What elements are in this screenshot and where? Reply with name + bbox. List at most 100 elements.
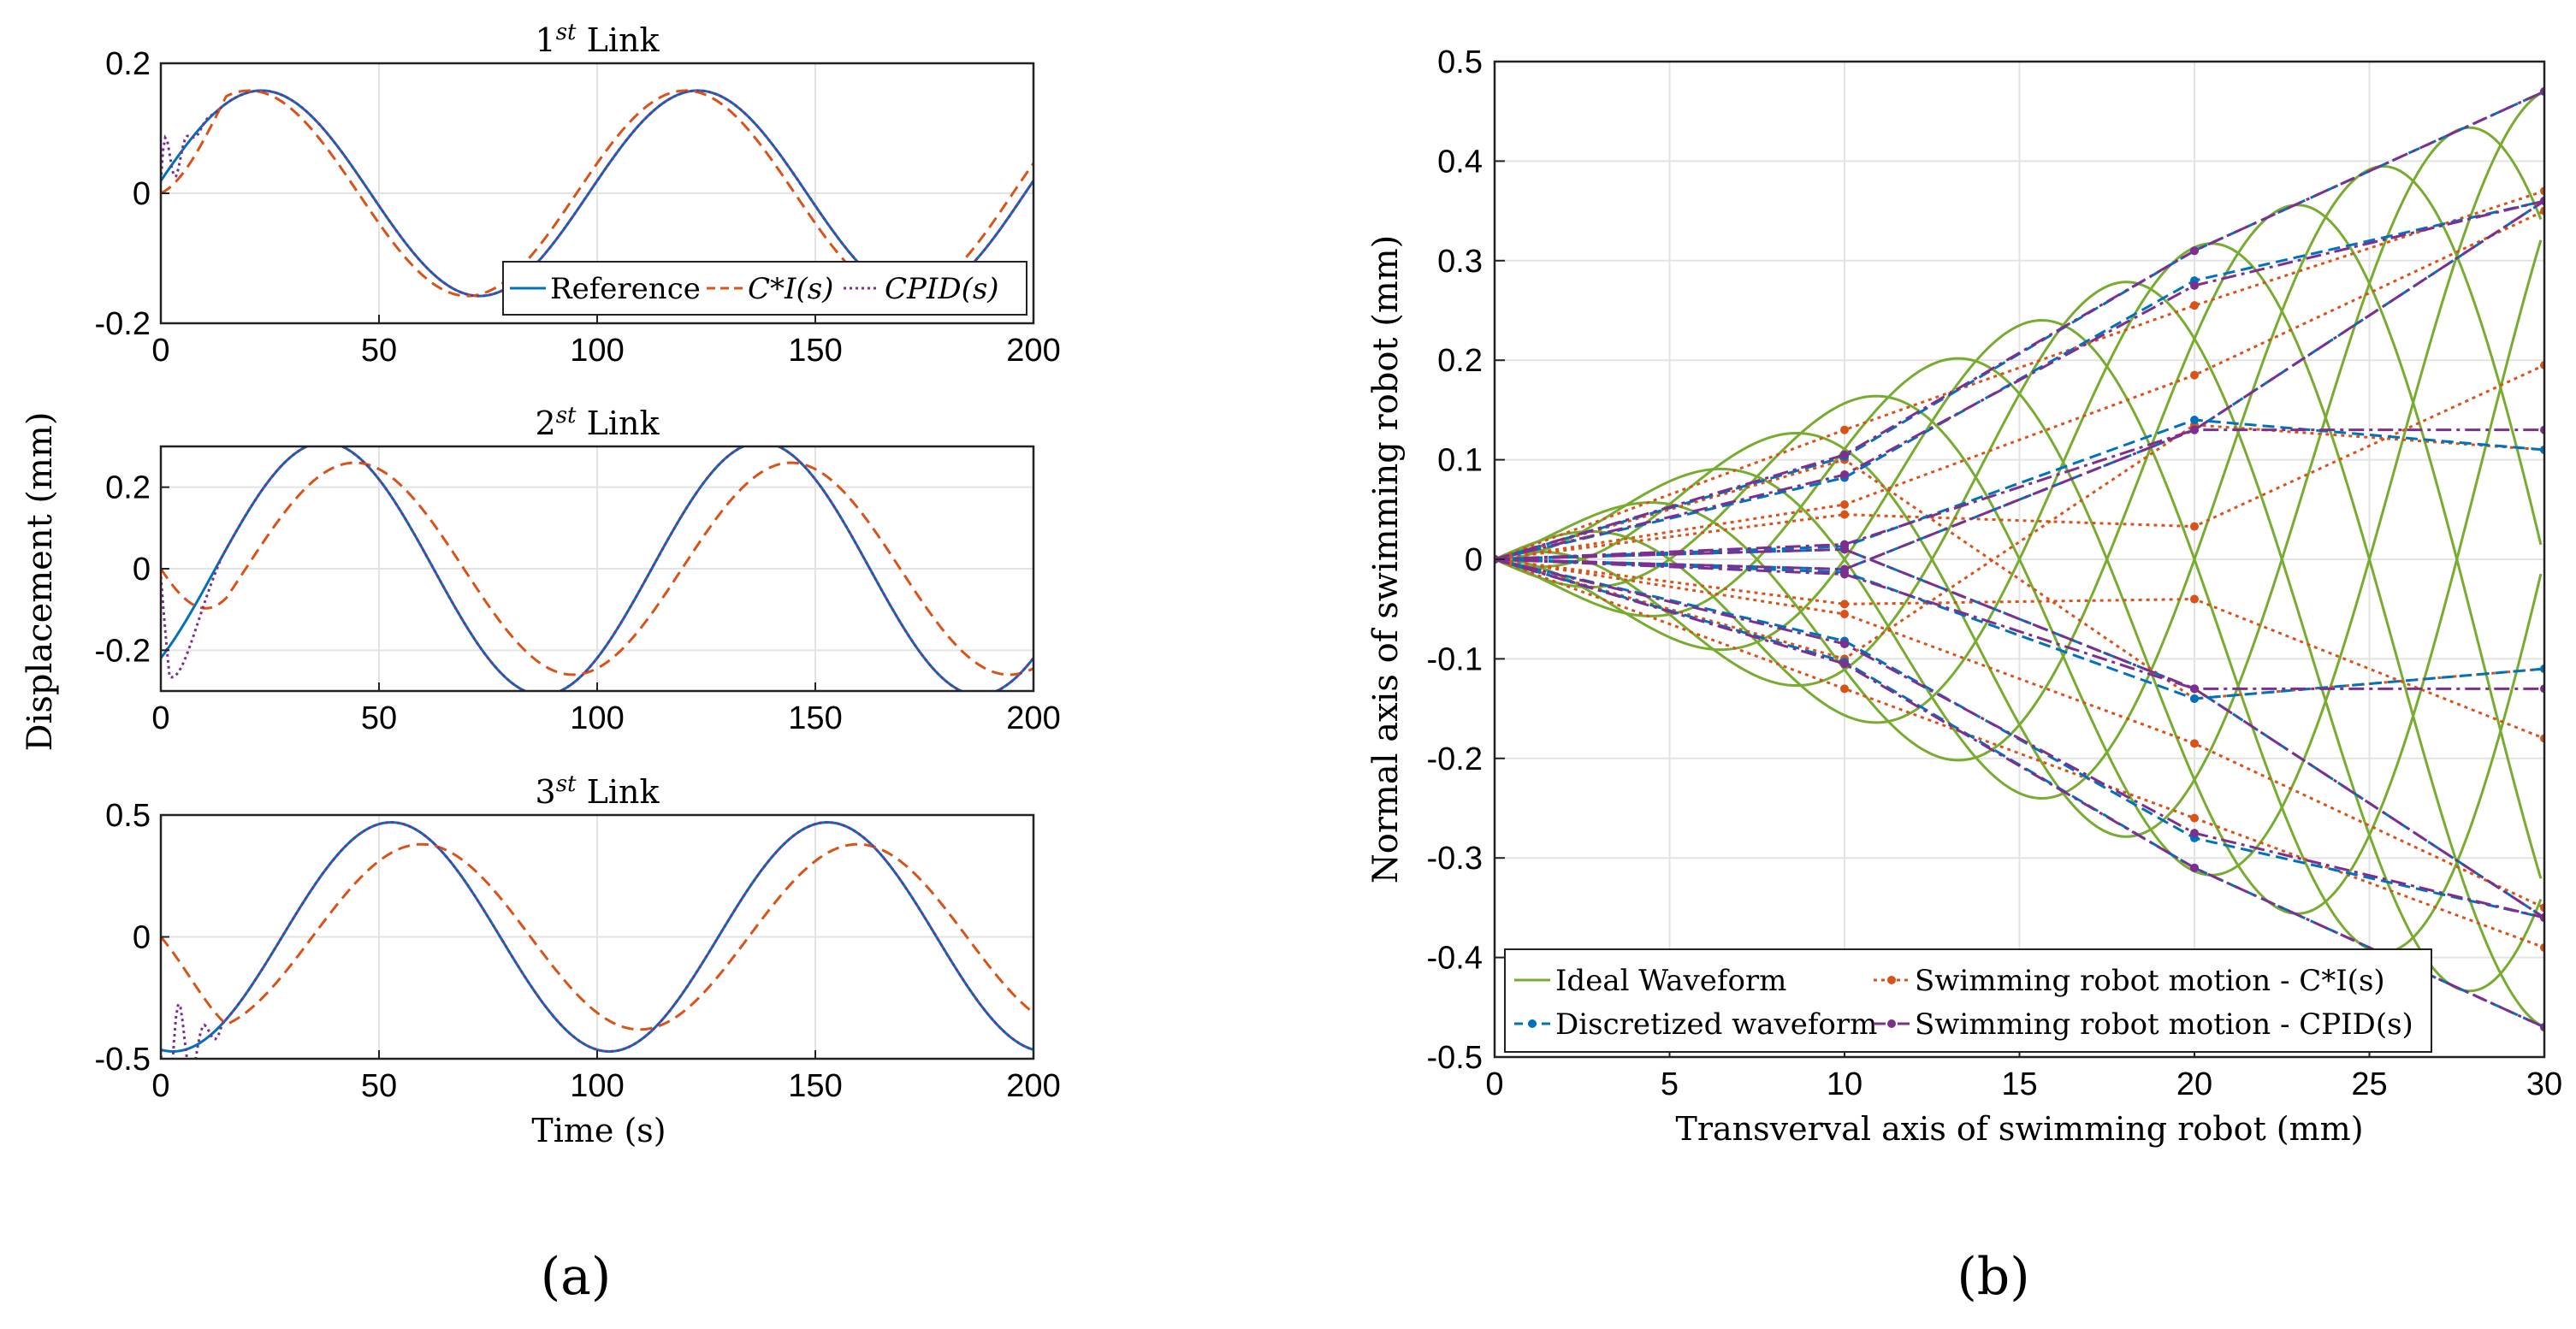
series-ci bbox=[161, 461, 1033, 676]
ci-motion bbox=[1495, 363, 2544, 561]
legend-b: Ideal Waveform Discretized waveform Swimmi… bbox=[1504, 948, 2432, 1053]
x-tick-label: 150 bbox=[788, 333, 842, 369]
ci-motion-marker bbox=[2190, 813, 2199, 823]
pid-motion-marker bbox=[2190, 246, 2199, 256]
ci-motion bbox=[1495, 458, 2544, 700]
x-tick-label: 50 bbox=[361, 1068, 397, 1104]
title-superscript: st bbox=[556, 403, 577, 428]
series-ci bbox=[161, 842, 1033, 1031]
series-group bbox=[161, 821, 1033, 1059]
legend-label-2: Swimming robot motion - C*I(s) bbox=[1915, 964, 2385, 998]
x-tick-label: 10 bbox=[1827, 1066, 1862, 1102]
legend-label-0: Ideal Waveform bbox=[1555, 964, 1786, 998]
figure-label-a: (a) bbox=[541, 1247, 612, 1307]
ci-motion-marker bbox=[1840, 610, 1849, 619]
title-number: 2 bbox=[536, 405, 556, 442]
y-tick-label: -0.4 bbox=[1427, 941, 1483, 977]
title-superscript: st bbox=[556, 20, 577, 45]
x-tick-label: 150 bbox=[788, 700, 842, 736]
pid-motion bbox=[1495, 547, 2544, 919]
x-tick-label: 200 bbox=[1006, 700, 1060, 736]
series-group bbox=[1495, 86, 2544, 1032]
x-tick-label: 0 bbox=[151, 700, 169, 736]
x-tick-label: 5 bbox=[1661, 1066, 1679, 1102]
ideal-waveform bbox=[1495, 281, 2543, 993]
y-tick-label: 0.5 bbox=[105, 798, 151, 834]
pid-motion-marker bbox=[1840, 450, 1849, 459]
x-tick-label: 15 bbox=[2001, 1066, 2037, 1102]
pid-motion bbox=[1495, 199, 2544, 561]
ci-motion-marker bbox=[1840, 425, 1849, 434]
figure-label-b: (b) bbox=[1957, 1247, 2029, 1307]
y-tick-label: -0.2 bbox=[95, 306, 151, 342]
legend-label-pid: CPID(s) bbox=[885, 272, 999, 306]
series-pid bbox=[161, 821, 1033, 1059]
y-tick-label: -0.1 bbox=[1427, 641, 1483, 677]
x-tick-label: 25 bbox=[2351, 1066, 2387, 1102]
y-tick-label: 0 bbox=[133, 920, 151, 956]
y-axis-label: Normal axis of swimming robot (mm) bbox=[1366, 235, 1406, 884]
x-tick-label: 50 bbox=[361, 333, 397, 369]
y-tick-label: 0.4 bbox=[1437, 144, 1483, 180]
ci-motion-marker bbox=[1840, 684, 1849, 694]
title-text: Link bbox=[577, 405, 660, 442]
ci-motion bbox=[1495, 210, 2544, 561]
ideal-waveform bbox=[1495, 126, 2543, 838]
legend-label-1: Discretized waveform bbox=[1555, 1007, 1877, 1042]
y-tick-label: 0.5 bbox=[1437, 44, 1483, 80]
ci-motion-marker bbox=[2190, 370, 2199, 380]
pid-motion-marker bbox=[1840, 659, 1849, 669]
pid-motion-marker bbox=[2190, 425, 2199, 434]
pid-motion bbox=[1495, 558, 2544, 919]
ci-motion bbox=[1495, 189, 2544, 561]
x-tick-label: 200 bbox=[1006, 333, 1060, 369]
ci-motion-marker bbox=[1840, 499, 1849, 509]
legend-label-reference: Reference bbox=[550, 272, 701, 306]
y-tick-label: 0 bbox=[133, 552, 151, 588]
legend-a: Reference C*I(s) CPID(s) bbox=[502, 261, 1027, 316]
title-superscript: st bbox=[556, 771, 577, 797]
pid-motion bbox=[1495, 428, 2544, 561]
y-tick-label: -0.2 bbox=[1427, 741, 1483, 777]
ci-motion-marker bbox=[2190, 522, 2199, 531]
plot-title: 3st Link bbox=[536, 771, 660, 811]
pid-motion-marker bbox=[1840, 564, 1849, 574]
shared-ylabel: Displacement (mm) bbox=[21, 412, 60, 752]
discretized-waveform-marker bbox=[2190, 416, 2199, 425]
legend-marker-2 bbox=[1887, 976, 1896, 984]
ci-motion bbox=[1495, 558, 2544, 909]
y-tick-label: -0.2 bbox=[95, 633, 151, 669]
legend-marker-3 bbox=[1887, 1019, 1896, 1028]
title-text: Link bbox=[577, 773, 660, 811]
ci-motion-marker bbox=[1840, 510, 1849, 519]
y-tick-label: 0.3 bbox=[1437, 244, 1483, 280]
x-tick-label: 50 bbox=[361, 700, 397, 736]
y-tick-label: -0.5 bbox=[1427, 1040, 1483, 1076]
ci-motion-marker bbox=[2190, 594, 2199, 604]
plot-title: 2st Link bbox=[536, 403, 660, 442]
ci-motion-marker bbox=[1840, 600, 1849, 609]
title-number: 3 bbox=[536, 773, 556, 811]
y-tick-label: 0 bbox=[133, 176, 151, 212]
y-tick-label: 0.2 bbox=[1437, 343, 1483, 379]
pid-motion bbox=[1495, 90, 2544, 561]
title-number: 1 bbox=[536, 21, 556, 59]
pid-motion-marker bbox=[2190, 829, 2199, 838]
x-tick-label: 100 bbox=[570, 333, 624, 369]
pid-motion-marker bbox=[2190, 281, 2199, 290]
x-tick-label: 0 bbox=[151, 333, 169, 369]
x-tick-label: 200 bbox=[1006, 1068, 1060, 1104]
series-pid bbox=[161, 446, 1033, 691]
x-tick-label: 30 bbox=[2526, 1066, 2562, 1102]
y-tick-label: 0.2 bbox=[105, 46, 151, 82]
ideal-waveform bbox=[1495, 319, 2543, 954]
x-axis-label: Transverval axis of swimming robot (mm) bbox=[1675, 1110, 2363, 1148]
y-tick-label: 0.1 bbox=[1437, 443, 1483, 479]
x-tick-label: 20 bbox=[2176, 1066, 2212, 1102]
ci-motion bbox=[1495, 558, 2544, 949]
pid-motion bbox=[1495, 558, 2544, 1029]
x-tick-label: 100 bbox=[570, 1068, 624, 1104]
